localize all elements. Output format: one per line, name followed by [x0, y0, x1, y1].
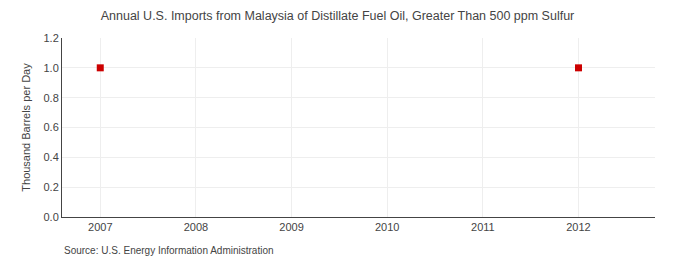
- svg-text:1.2: 1.2: [44, 32, 59, 44]
- svg-text:Annual U.S. Imports from Malay: Annual U.S. Imports from Malaysia of Dis…: [101, 9, 575, 23]
- svg-text:2009: 2009: [279, 221, 303, 233]
- svg-text:1.0: 1.0: [44, 62, 59, 74]
- svg-text:2011: 2011: [471, 221, 495, 233]
- svg-text:2010: 2010: [375, 221, 399, 233]
- svg-text:Source: U.S. Energy Informatio: Source: U.S. Energy Information Administ…: [64, 245, 274, 256]
- svg-text:2007: 2007: [88, 221, 112, 233]
- svg-text:0.6: 0.6: [44, 121, 59, 133]
- svg-text:0.8: 0.8: [44, 92, 59, 104]
- svg-text:Thousand Barrels per Day: Thousand Barrels per Day: [20, 63, 32, 192]
- svg-text:0.0: 0.0: [44, 211, 59, 223]
- svg-text:0.2: 0.2: [44, 181, 59, 193]
- svg-text:2012: 2012: [566, 221, 590, 233]
- svg-text:0.4: 0.4: [44, 151, 59, 163]
- svg-text:2008: 2008: [184, 221, 208, 233]
